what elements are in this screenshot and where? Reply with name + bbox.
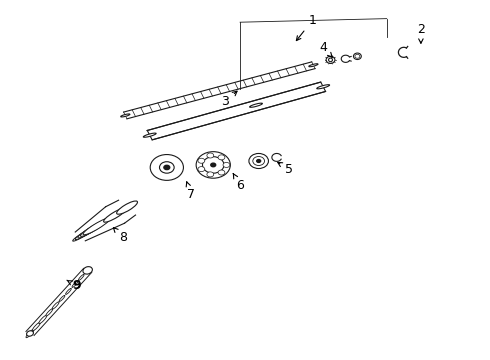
Circle shape [218, 170, 225, 175]
Ellipse shape [78, 225, 99, 238]
Text: 4: 4 [319, 41, 332, 57]
Ellipse shape [72, 282, 78, 287]
Ellipse shape [59, 296, 65, 301]
Ellipse shape [66, 288, 72, 294]
Ellipse shape [83, 218, 110, 235]
Ellipse shape [103, 208, 126, 222]
Ellipse shape [73, 232, 88, 241]
Circle shape [207, 153, 214, 158]
Ellipse shape [46, 309, 52, 316]
Ellipse shape [26, 331, 33, 336]
Circle shape [223, 162, 230, 167]
Text: 7: 7 [186, 182, 195, 201]
Ellipse shape [75, 228, 94, 240]
Ellipse shape [249, 153, 269, 168]
Ellipse shape [326, 56, 335, 63]
Text: 6: 6 [233, 174, 244, 192]
Text: 3: 3 [221, 91, 237, 108]
Circle shape [211, 163, 216, 167]
Ellipse shape [121, 114, 130, 117]
Circle shape [207, 172, 214, 177]
Ellipse shape [150, 154, 183, 180]
Ellipse shape [117, 201, 138, 214]
Ellipse shape [329, 58, 332, 62]
Ellipse shape [80, 221, 105, 237]
Ellipse shape [202, 157, 224, 173]
Ellipse shape [253, 157, 265, 166]
Ellipse shape [317, 85, 330, 89]
Text: 8: 8 [113, 228, 127, 244]
Ellipse shape [32, 322, 41, 331]
Ellipse shape [143, 133, 156, 137]
Circle shape [198, 167, 205, 172]
Ellipse shape [78, 274, 84, 280]
Text: 9: 9 [67, 279, 81, 292]
Text: 1: 1 [296, 14, 317, 41]
Ellipse shape [353, 53, 361, 59]
Ellipse shape [196, 152, 230, 178]
Ellipse shape [159, 162, 174, 173]
Ellipse shape [355, 54, 360, 58]
Ellipse shape [249, 103, 263, 107]
Ellipse shape [52, 302, 59, 309]
Ellipse shape [83, 267, 93, 274]
Circle shape [198, 158, 205, 163]
Polygon shape [123, 62, 315, 119]
Text: 2: 2 [417, 23, 425, 43]
Text: 5: 5 [278, 162, 293, 176]
Polygon shape [75, 207, 124, 241]
Polygon shape [147, 82, 326, 140]
Ellipse shape [85, 267, 91, 273]
Ellipse shape [26, 329, 34, 338]
Ellipse shape [309, 64, 318, 67]
Circle shape [257, 159, 261, 162]
Circle shape [218, 155, 225, 160]
Ellipse shape [39, 315, 47, 324]
Circle shape [164, 165, 170, 170]
